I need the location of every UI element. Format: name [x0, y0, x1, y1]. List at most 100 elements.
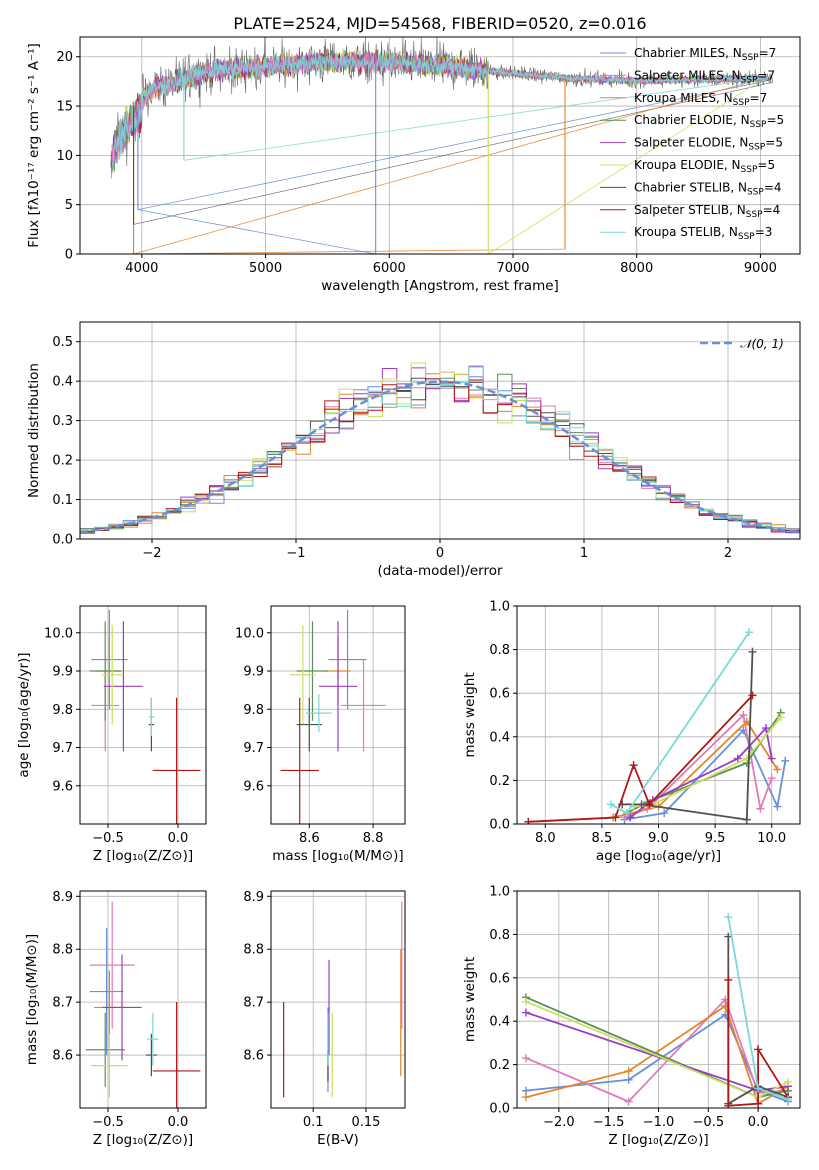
x-tick-label: 4000 — [125, 261, 158, 276]
x-tick-label: 0.0 — [168, 831, 189, 846]
weight-marker — [521, 1054, 530, 1063]
weight-marker — [742, 815, 751, 824]
y-tick-label: 0.4 — [52, 375, 73, 390]
weight-marker — [756, 804, 765, 813]
y-tick-label: 0.0 — [489, 1102, 510, 1117]
x-tick-label: −1 — [286, 546, 305, 561]
gaussian-curve — [80, 380, 800, 534]
y-tick-label: 0.3 — [52, 414, 73, 429]
x-tick-label: 0.0 — [168, 1115, 189, 1130]
legend-label: Salpeter STELIB, NSSP=4 — [634, 203, 780, 220]
weight-marker — [622, 809, 631, 818]
mass_vs_Z-errorbars — [85, 901, 201, 1108]
y-tick-label: 9.6 — [52, 779, 73, 794]
x-tick-label: 2 — [724, 546, 732, 561]
weight-marker — [773, 765, 782, 774]
x-axis-label: age [log₁₀(age/yr)] — [596, 848, 721, 864]
y-tick-label: 1.0 — [489, 885, 510, 900]
y-axis-label: mass [log₁₀(M/M⊙)] — [24, 934, 40, 1065]
legend-label: Kroupa MILES, NSSP=7 — [634, 91, 767, 108]
y-tick-label: 8.9 — [52, 890, 73, 905]
y-tick-label: 9.8 — [243, 703, 264, 718]
y-tick-label: 8.7 — [52, 996, 73, 1011]
weight_vs_Z-lines — [521, 913, 793, 1108]
x-axis-label: Z [log₁₀(Z/Z⊙)] — [93, 848, 193, 864]
residuals-frame — [79, 321, 801, 540]
y-tick-label: 0.6 — [489, 687, 510, 702]
x-tick-label: 0 — [436, 546, 444, 561]
x-tick-label: 9.0 — [648, 831, 669, 846]
weight-marker — [733, 754, 742, 763]
weight-marker — [521, 997, 530, 1006]
weight-marker — [645, 800, 654, 809]
chart-layer: 4000 5000 6000 7000 8000 900005101520waveleng… — [16, 36, 801, 1148]
x-tick-label: 8.5 — [592, 831, 613, 846]
weight-marker — [724, 975, 733, 984]
x-tick-label: 8000 — [620, 261, 653, 276]
y-axis-label: mass weight — [462, 957, 478, 1042]
weight-marker — [624, 1067, 633, 1076]
weight-marker — [748, 647, 757, 656]
x-tick-label: 8.8 — [363, 831, 384, 846]
y-tick-label: 0 — [65, 248, 73, 263]
legend-label: Kroupa STELIB, NSSP=3 — [634, 225, 772, 242]
x-tick-label: 1 — [580, 546, 588, 561]
spectrum-frame — [79, 36, 801, 255]
x-tick-label: 5000 — [249, 261, 282, 276]
legend-label: Chabrier STELIB, NSSP=4 — [634, 180, 782, 197]
x-tick-label: −0.5 — [693, 1115, 725, 1130]
age_vs_mass-frame — [270, 605, 406, 825]
x-axis-label: E(B-V) — [317, 1132, 359, 1148]
x-tick-label: −1.0 — [643, 1115, 675, 1130]
weight-marker — [624, 1097, 633, 1106]
y-tick-label: 9.9 — [52, 665, 73, 680]
weight-marker — [754, 1084, 763, 1093]
spectrum-series — [111, 49, 769, 166]
y-tick-label: 10.0 — [235, 626, 264, 641]
x-tick-label: −0.5 — [92, 831, 124, 846]
weight-marker — [724, 913, 733, 922]
weight-marker — [524, 817, 533, 824]
spectrum-legend: Chabrier MILES, NSSP=7 Salpeter MILES, NS… — [600, 46, 784, 242]
residual-legend: 𝒩(0, 1) — [700, 337, 784, 351]
y-tick-label: 20 — [56, 50, 73, 65]
y-axis-label: Flux [fλ10⁻¹⁷ erg cm⁻² s⁻¹ A⁻¹] — [26, 43, 42, 248]
y-tick-label: 8.6 — [243, 1049, 264, 1064]
y-tick-label: 0.5 — [52, 335, 73, 350]
y-tick-label: 15 — [56, 100, 73, 115]
mass_vs_Z-frame — [79, 890, 207, 1109]
legend-label: Salpeter ELODIE, NSSP=5 — [634, 136, 783, 153]
y-axis-label: age [log₁₀(age/yr)] — [16, 652, 32, 777]
x-axis-label: Z [log₁₀(Z/Z⊙)] — [608, 1132, 708, 1148]
legend-label: 𝒩(0, 1) — [740, 337, 784, 351]
age_vs_Z-errorbars — [89, 609, 201, 824]
mass_vs_ebv-axes: 0.1 0.15 8.6 8.7 8.8 8.9 E(B-V) — [243, 890, 405, 1148]
spectrum-lines — [110, 37, 773, 254]
weight-marker — [724, 1101, 733, 1108]
y-tick-label: 0.4 — [489, 730, 510, 745]
age_vs_Z-axes: −0.5 0.0 9.6 9.7 9.8 9.9 10.0 Z [log₁₀(Z/Z⊙)] ag… — [16, 606, 206, 864]
weight_vs_age-frame — [516, 605, 801, 825]
weight_vs_age-lines — [524, 628, 790, 824]
x-axis-label: (data-model)/error — [377, 563, 503, 579]
y-tick-label: 9.6 — [243, 779, 264, 794]
figure-title: PLATE=2524, MJD=54568, FIBERID=0520, z=0… — [233, 14, 646, 33]
y-tick-label: 8.8 — [52, 943, 73, 958]
y-tick-label: 9.9 — [243, 665, 264, 680]
y-tick-label: 9.7 — [243, 741, 264, 756]
y-tick-label: 0.4 — [489, 1015, 510, 1030]
mass_vs_Z-axes: −0.5 0.0 8.6 8.7 8.8 8.9 Z [log₁₀(Z/Z⊙)] mass [… — [24, 890, 206, 1148]
y-tick-label: 8.8 — [243, 943, 264, 958]
y-tick-label: 9.8 — [52, 703, 73, 718]
weight-marker — [776, 713, 785, 722]
weight-marker — [754, 1099, 763, 1108]
y-tick-label: 0.2 — [489, 1058, 510, 1073]
y-tick-label: 8.9 — [243, 890, 264, 905]
age_vs_Z-frame — [79, 605, 207, 825]
weight-marker — [784, 1095, 793, 1104]
weight-marker — [773, 802, 782, 811]
weight-marker — [521, 1008, 530, 1017]
x-tick-label: 7000 — [496, 261, 529, 276]
y-tick-label: 0.6 — [489, 971, 510, 986]
